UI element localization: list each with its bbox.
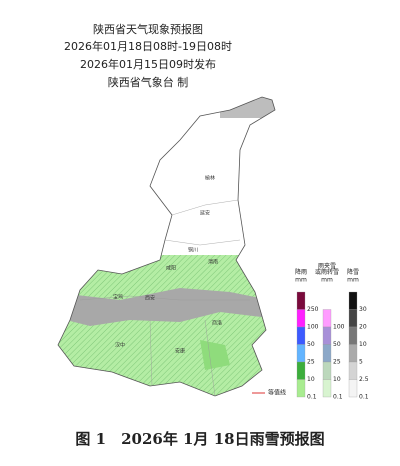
title: 陕西省天气现象预报图	[93, 22, 203, 36]
legend-swatch	[296, 309, 306, 328]
legend-swatch	[348, 344, 358, 363]
legend-swatch	[348, 309, 358, 328]
legend-level: 0.1	[307, 394, 317, 401]
legend-swatch	[296, 344, 306, 363]
issued: 2026年01月15日09时发布	[80, 57, 216, 71]
legend-level: 100	[333, 324, 345, 331]
city-label: 延安	[200, 210, 210, 217]
legend-level: 10	[359, 341, 367, 348]
city-label: 咸阳	[166, 265, 176, 272]
city-label: 宝鸡	[113, 294, 123, 301]
legend-level: 50	[333, 341, 341, 348]
issuer: 陕西省气象台 制	[108, 75, 189, 89]
legend-level: 250	[307, 306, 319, 313]
isoline-label: 等值线	[268, 389, 286, 397]
city-label: 榆林	[205, 175, 215, 182]
legend-swatch	[348, 291, 358, 310]
legend-level: 25	[307, 359, 315, 366]
legend-level: 100	[307, 324, 319, 331]
legend-level: 25	[333, 359, 341, 366]
boundaries	[79, 199, 250, 397]
legend-swatch	[322, 379, 332, 398]
legend-swatch	[348, 379, 358, 398]
legend-swatch	[296, 361, 306, 380]
caption: 图 1 2026年 1月 18日雨雪预报图	[75, 430, 324, 448]
legend-swatch	[322, 326, 332, 345]
legend-level: 50	[307, 341, 315, 348]
legend-level: 5	[359, 359, 363, 366]
legend-unit: mm	[295, 277, 307, 284]
legend-swatch	[322, 361, 332, 380]
legend-unit: mm	[347, 277, 359, 284]
legend-title: 降雨	[295, 268, 307, 276]
city-label: 安康	[175, 348, 185, 355]
legend-swatch	[348, 361, 358, 380]
legend-unit: mm	[321, 277, 333, 284]
legend-level: 0.1	[359, 394, 369, 401]
legend-swatch	[322, 344, 332, 363]
legend-swatch	[296, 291, 306, 310]
legend-title: 雨夹雪或雨转雪	[315, 262, 339, 276]
time-range: 2026年01月18日08时-19日08时	[64, 39, 232, 53]
city-label: 汉中	[115, 342, 125, 349]
legend: 降雨mm2501005025100.1雨夹雪或雨转雪mm1005025100.1…	[295, 262, 369, 401]
legend-swatch	[322, 309, 332, 328]
precip-areas	[58, 97, 275, 396]
legend-swatch	[296, 379, 306, 398]
legend-title: 降雪	[347, 268, 359, 276]
legend-swatch	[296, 326, 306, 345]
legend-swatch	[348, 326, 358, 345]
city-label: 商洛	[212, 320, 222, 327]
legend-level: 0.1	[333, 394, 343, 401]
city-label: 渭南	[208, 259, 218, 266]
city-label: 铜川	[188, 247, 198, 254]
city-label: 西安	[145, 295, 155, 302]
legend-level: 30	[359, 306, 367, 313]
legend-level: 10	[333, 376, 341, 383]
legend-level: 2.5	[359, 376, 369, 383]
legend-level: 10	[307, 376, 315, 383]
legend-level: 20	[359, 324, 367, 331]
